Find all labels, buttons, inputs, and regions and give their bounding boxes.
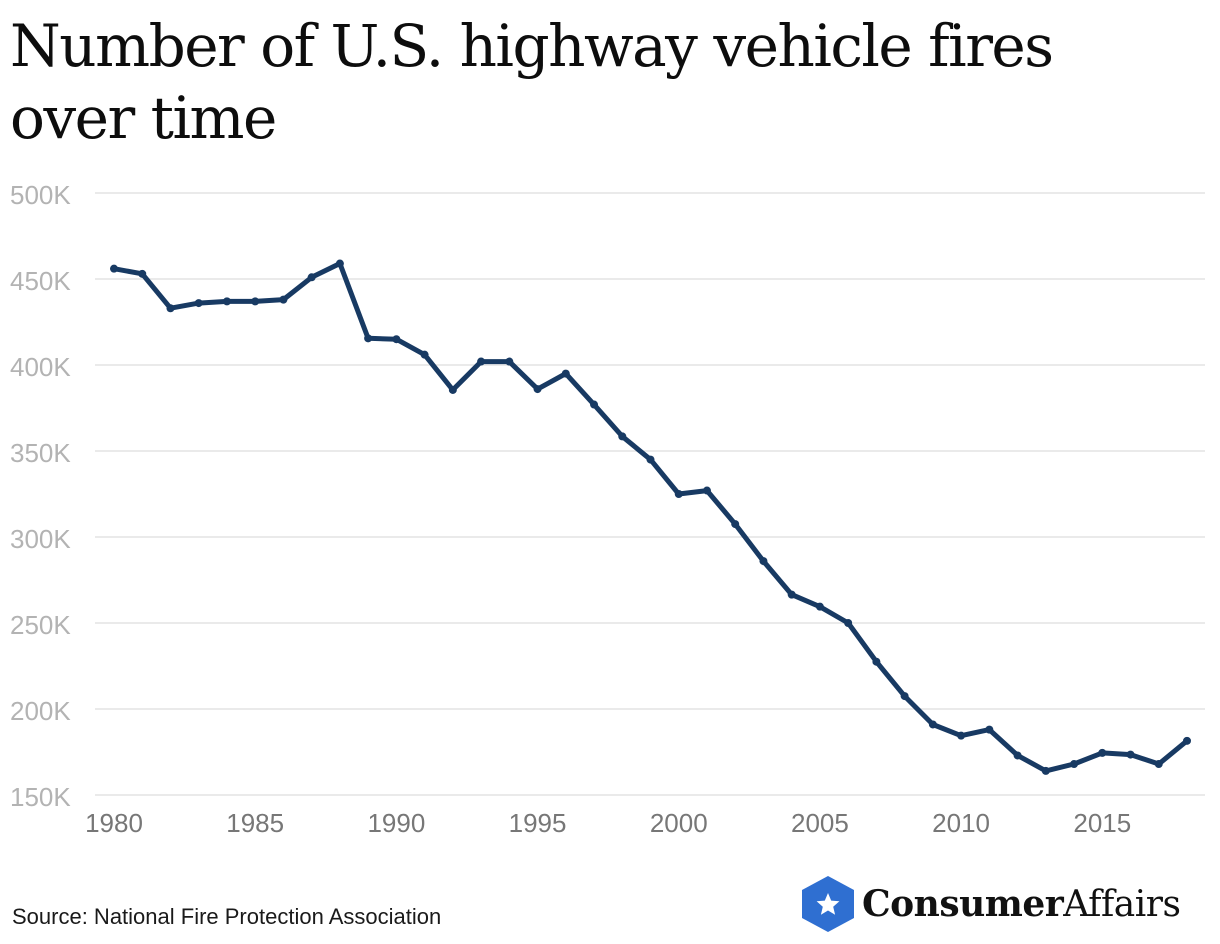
y-tick-label: 150K xyxy=(10,782,71,812)
data-point xyxy=(166,304,175,313)
data-point xyxy=(335,259,344,268)
data-point xyxy=(1154,760,1163,769)
x-axis-ticks: 1980 1985 1990 1995 2000 2005 2010 2015 xyxy=(85,808,1131,838)
data-point xyxy=(674,490,683,498)
data-point xyxy=(702,486,711,495)
data-point xyxy=(1070,760,1079,769)
brand-name-bold: Consumer xyxy=(862,883,1064,925)
data-point xyxy=(1183,736,1191,745)
x-tick-label: 2010 xyxy=(932,808,990,838)
brand-name-light: Affairs xyxy=(1063,884,1181,925)
x-tick-label: 2015 xyxy=(1073,808,1131,838)
data-point xyxy=(646,455,655,464)
data-point xyxy=(759,557,768,566)
chart-title: Number of U.S. highway vehicle fires ove… xyxy=(10,12,1054,152)
data-point xyxy=(957,731,966,740)
data-point xyxy=(392,335,401,344)
data-point xyxy=(900,692,909,701)
x-tick-label: 1990 xyxy=(367,808,425,838)
series-line xyxy=(111,261,1190,774)
data-point xyxy=(618,432,627,441)
data-point xyxy=(985,725,994,734)
data-point xyxy=(505,357,514,366)
x-tick-label: 2005 xyxy=(791,808,849,838)
data-point xyxy=(844,619,853,627)
x-tick-label: 1980 xyxy=(85,808,143,838)
y-axis-ticks: 150K 200K 250K 300K 350K 400K 450K 500K xyxy=(10,180,71,812)
series xyxy=(110,259,1191,775)
data-point xyxy=(364,334,373,343)
y-tick-label: 450K xyxy=(10,266,71,296)
y-tick-label: 200K xyxy=(10,696,71,726)
y-tick-label: 400K xyxy=(10,352,71,382)
brand-logo: ConsumerAffairs xyxy=(800,872,1181,936)
data-point xyxy=(1098,748,1107,757)
data-point xyxy=(307,273,316,282)
x-tick-label: 1995 xyxy=(509,808,567,838)
data-point xyxy=(222,297,231,306)
data-point xyxy=(1126,750,1135,759)
data-point xyxy=(448,385,457,394)
data-point xyxy=(787,590,796,599)
data-point xyxy=(110,264,118,273)
y-tick-label: 350K xyxy=(10,438,71,468)
y-tick-label: 500K xyxy=(10,180,71,210)
star-hexagon-icon xyxy=(802,876,854,932)
data-point xyxy=(279,295,288,304)
data-point xyxy=(251,297,260,306)
x-tick-label: 2000 xyxy=(650,808,708,838)
source-note: Source: National Fire Protection Associa… xyxy=(12,904,442,929)
data-point xyxy=(590,400,599,409)
data-point xyxy=(928,720,937,729)
data-point xyxy=(477,357,486,366)
data-point xyxy=(731,520,740,529)
data-point xyxy=(194,299,203,308)
data-point xyxy=(533,385,542,394)
y-tick-label: 250K xyxy=(10,610,71,640)
data-point xyxy=(1013,751,1022,760)
gridlines xyxy=(95,192,1205,796)
data-point xyxy=(420,350,429,359)
data-point xyxy=(138,269,147,278)
brand-wordmark: ConsumerAffairs xyxy=(862,883,1181,925)
data-point xyxy=(1041,766,1050,775)
x-tick-label: 1985 xyxy=(226,808,284,838)
data-point xyxy=(561,369,570,378)
data-point xyxy=(815,602,824,611)
y-tick-label: 300K xyxy=(10,524,71,554)
data-point xyxy=(872,657,881,666)
